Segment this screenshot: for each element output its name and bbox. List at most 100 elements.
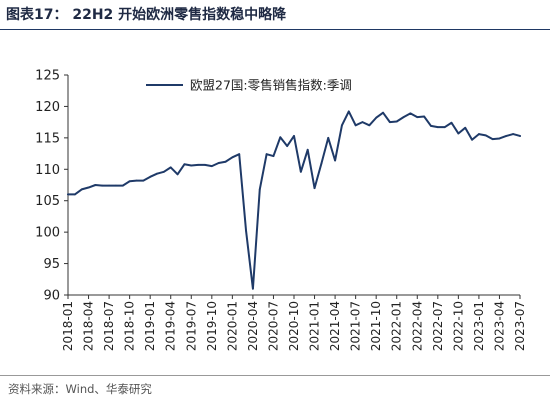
data-point: [519, 135, 521, 137]
y-tick-label: 120: [35, 100, 60, 115]
data-point: [108, 184, 110, 187]
data-point: [436, 126, 439, 129]
x-tick-label: 2022-04: [410, 301, 424, 351]
data-point: [443, 126, 446, 129]
x-tick-label: 2023-01: [472, 301, 486, 351]
data-point: [272, 155, 275, 157]
data-point: [135, 179, 138, 182]
data-point: [279, 136, 282, 139]
x-tick-label: 2018-10: [123, 301, 137, 351]
data-point: [67, 193, 69, 196]
data-point: [327, 136, 330, 139]
data-point: [142, 179, 145, 182]
data-point: [121, 184, 124, 187]
legend-label: 欧盟27国:零售销售指数:季调: [190, 78, 352, 93]
data-point: [382, 111, 384, 114]
data-point: [176, 173, 179, 176]
figure-title: 图表17： 22H2 开始欧洲零售指数稳中略降: [6, 7, 287, 23]
data-point: [368, 124, 371, 127]
data-point: [512, 133, 515, 135]
data-point: [430, 125, 432, 127]
data-point: [375, 116, 378, 119]
data-point: [115, 184, 117, 187]
data-point: [416, 116, 419, 119]
x-axis-ticks: 2018-01 2018-04 2018-07 2018-10 2019-01 2019-…: [61, 295, 527, 351]
title-divider: [0, 29, 550, 30]
data-point: [334, 159, 336, 162]
data-point: [293, 135, 295, 137]
data-point: [478, 133, 480, 135]
data-point: [224, 160, 227, 163]
data-point: [238, 153, 241, 156]
x-tick-label: 2019-04: [164, 301, 178, 351]
x-tick-label: 2020-10: [287, 301, 301, 351]
x-tick-label: 2018-01: [61, 301, 75, 351]
data-point: [354, 124, 357, 127]
x-tick-label: 2021-01: [308, 301, 322, 351]
x-tick-label: 2018-07: [102, 301, 116, 351]
x-tick-label: 2021-10: [369, 301, 383, 351]
data-point: [245, 229, 247, 232]
data-point: [464, 126, 467, 129]
x-tick-label: 2020-07: [266, 301, 280, 351]
data-point: [286, 145, 289, 147]
data-point: [80, 188, 83, 191]
data-point: [498, 137, 501, 140]
x-tick-label: 2023-04: [492, 301, 506, 351]
y-tick-label: 95: [43, 257, 60, 272]
legend: 欧盟27国:零售销售指数:季调: [146, 78, 352, 93]
data-point: [402, 116, 405, 119]
x-tick-label: 2020-01: [225, 301, 239, 351]
data-point: [306, 148, 309, 151]
data-point: [341, 124, 343, 127]
y-tick-label: 100: [35, 226, 60, 241]
x-tick-label: 2023-07: [513, 301, 527, 351]
chart-axes: [67, 75, 520, 296]
y-tick-label: 105: [35, 194, 60, 209]
y-tick-label: 115: [35, 131, 60, 146]
source-note: 资料来源：Wind、华泰研究: [8, 382, 152, 396]
data-point: [156, 172, 158, 175]
data-point: [73, 193, 76, 196]
data-point: [471, 138, 473, 141]
data-point: [87, 186, 90, 189]
data-point: [395, 120, 398, 123]
data-point: [491, 138, 494, 141]
data-point: [149, 175, 152, 178]
data-point: [204, 163, 206, 166]
x-tick-label: 2019-01: [143, 301, 157, 351]
data-point: [347, 110, 350, 113]
y-axis-ticks: 90 95 100 105 110 115 120 125: [35, 69, 68, 304]
y-tick-label: 125: [35, 69, 60, 84]
x-tick-label: 2018-04: [82, 301, 96, 351]
data-point: [217, 162, 220, 164]
data-point: [505, 135, 508, 137]
data-point: [190, 164, 193, 167]
data-point: [484, 134, 487, 137]
data-point: [197, 163, 200, 166]
data-point: [183, 163, 186, 166]
data-point: [320, 162, 323, 165]
data-point: [388, 121, 391, 124]
data-point: [265, 153, 268, 156]
x-tick-label: 2019-10: [205, 301, 219, 351]
footer-divider: [0, 375, 550, 376]
data-point: [101, 184, 104, 187]
series-line: [67, 110, 521, 290]
y-tick-label: 110: [35, 163, 60, 178]
x-tick-label: 2020-04: [246, 301, 260, 351]
x-tick-label: 2022-10: [451, 301, 465, 351]
data-point: [457, 132, 460, 135]
x-tick-label: 2022-07: [431, 301, 445, 351]
data-point: [231, 156, 234, 159]
data-point: [299, 170, 302, 173]
data-point: [169, 166, 172, 169]
series-layer: [67, 110, 521, 290]
x-tick-label: 2019-07: [184, 301, 198, 351]
data-point: [94, 184, 97, 186]
data-point: [313, 187, 316, 190]
data-point: [128, 180, 131, 183]
data-point: [162, 170, 165, 173]
x-tick-label: 2021-04: [328, 301, 342, 351]
